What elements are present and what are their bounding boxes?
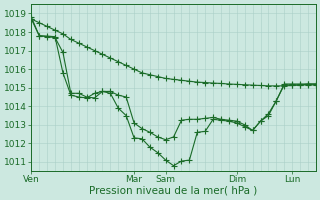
X-axis label: Pression niveau de la mer( hPa ): Pression niveau de la mer( hPa ) xyxy=(90,186,258,196)
